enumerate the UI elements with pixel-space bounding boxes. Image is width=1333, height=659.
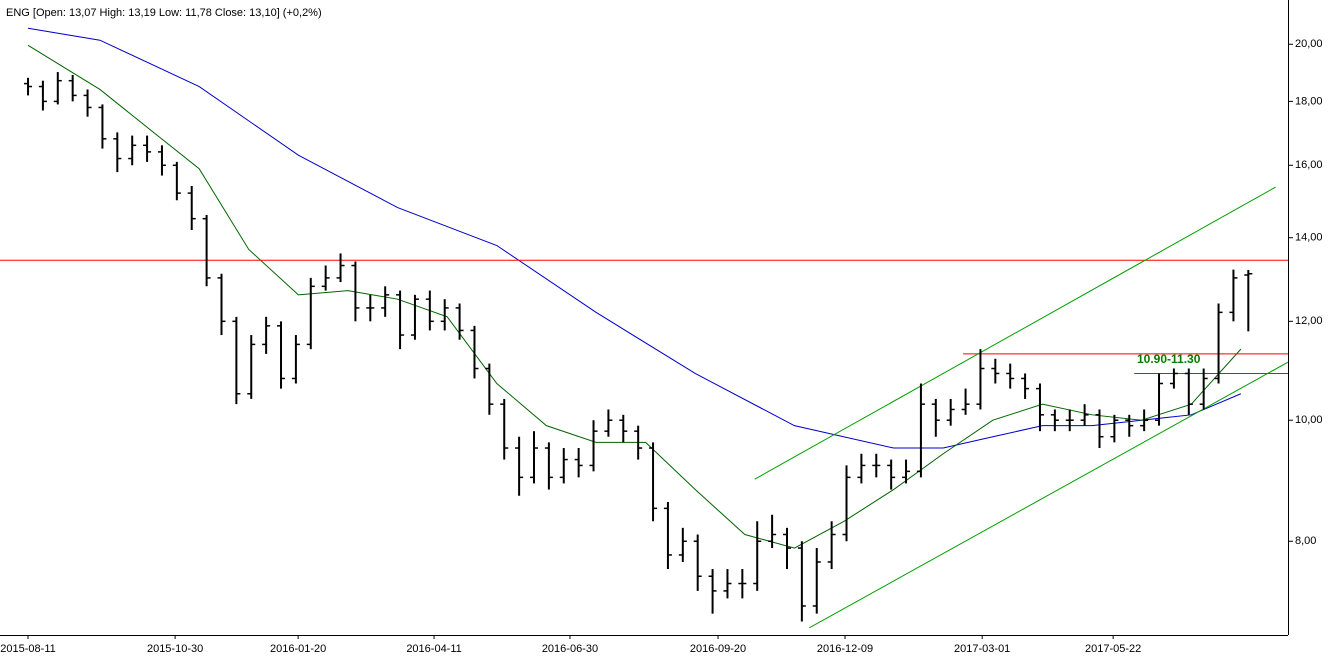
x-tick-label: 2015-08-11 [0, 643, 55, 655]
x-tick-label: 2015-10-30 [147, 643, 203, 655]
y-tick-label: 12,00 [1295, 315, 1323, 327]
y-tick-label: 8,00 [1295, 535, 1316, 547]
x-tick-label: 2016-12-09 [817, 643, 873, 655]
y-tick-label: 14,00 [1295, 232, 1323, 244]
x-tick-label: 2016-06-30 [542, 643, 598, 655]
y-tick-label: 20,00 [1295, 38, 1323, 50]
y-tick-label: 18,00 [1295, 95, 1323, 107]
overlay-line [754, 186, 1276, 480]
annotation: 10.90-11.30 [1137, 352, 1201, 366]
x-tick-label: 2016-09-20 [690, 643, 746, 655]
x-tick-label: 2017-05-22 [1085, 643, 1141, 655]
x-tick-label: 2017-03-01 [954, 643, 1010, 655]
y-tick-label: 10,00 [1295, 414, 1323, 426]
overlay-line [809, 361, 1288, 629]
x-tick-label: 2016-01-20 [270, 643, 326, 655]
overlay-line [27, 44, 1242, 549]
overlay-line [27, 27, 1242, 449]
x-tick-label: 2016-04-11 [406, 643, 461, 655]
y-tick-label: 16,00 [1295, 159, 1323, 171]
chart-title: ENG [Open: 13,07 High: 13,19 Low: 11,78 … [6, 7, 322, 19]
